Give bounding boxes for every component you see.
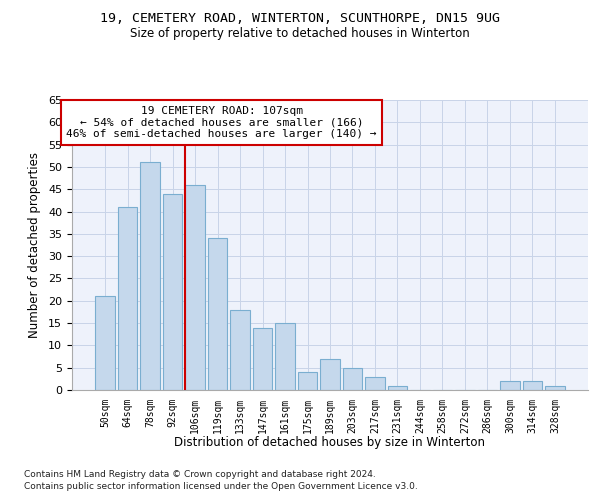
Bar <box>365 376 385 390</box>
Bar <box>118 207 137 390</box>
Bar <box>253 328 272 390</box>
Y-axis label: Number of detached properties: Number of detached properties <box>28 152 41 338</box>
Bar <box>343 368 362 390</box>
Bar <box>163 194 182 390</box>
Text: Distribution of detached houses by size in Winterton: Distribution of detached houses by size … <box>175 436 485 449</box>
Bar <box>208 238 227 390</box>
Bar <box>185 185 205 390</box>
Text: 19 CEMETERY ROAD: 107sqm
← 54% of detached houses are smaller (166)
46% of semi-: 19 CEMETERY ROAD: 107sqm ← 54% of detach… <box>67 106 377 139</box>
Bar <box>500 381 520 390</box>
Bar <box>545 386 565 390</box>
Bar <box>298 372 317 390</box>
Bar <box>523 381 542 390</box>
Bar <box>95 296 115 390</box>
Bar <box>320 359 340 390</box>
Bar <box>388 386 407 390</box>
Text: Contains public sector information licensed under the Open Government Licence v3: Contains public sector information licen… <box>24 482 418 491</box>
Bar <box>230 310 250 390</box>
Text: 19, CEMETERY ROAD, WINTERTON, SCUNTHORPE, DN15 9UG: 19, CEMETERY ROAD, WINTERTON, SCUNTHORPE… <box>100 12 500 26</box>
Bar <box>140 162 160 390</box>
Bar <box>275 323 295 390</box>
Text: Contains HM Land Registry data © Crown copyright and database right 2024.: Contains HM Land Registry data © Crown c… <box>24 470 376 479</box>
Text: Size of property relative to detached houses in Winterton: Size of property relative to detached ho… <box>130 28 470 40</box>
